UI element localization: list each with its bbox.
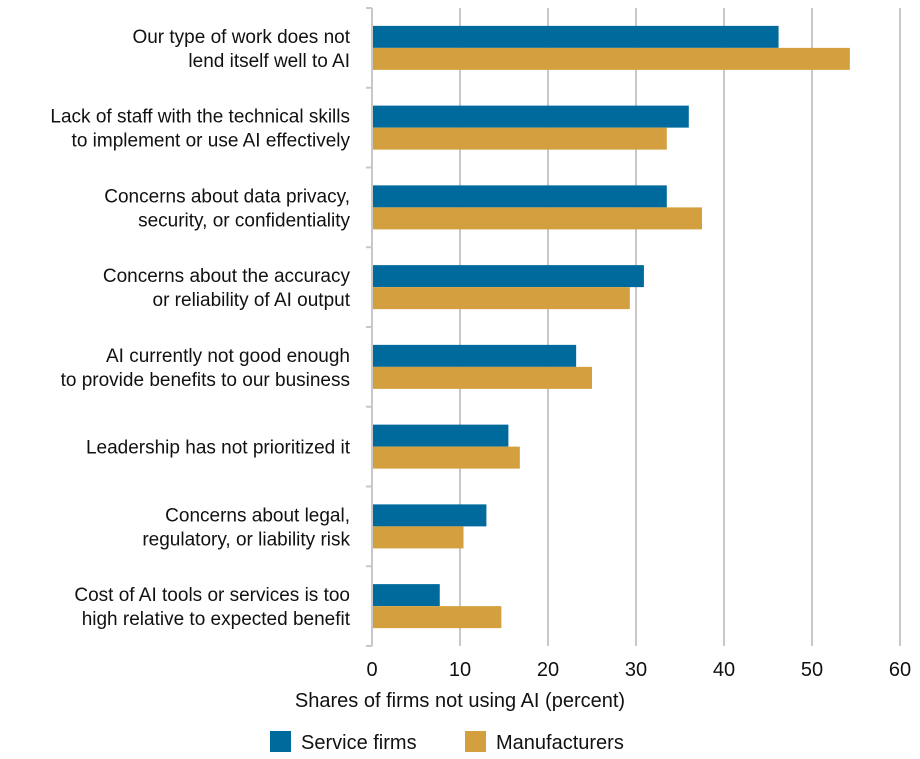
x-tick-label: 60 xyxy=(889,659,911,681)
category-label: Cost of AI tools or services is too xyxy=(74,585,350,606)
bar-manufacturers xyxy=(373,287,630,310)
bar-manufacturers xyxy=(373,127,667,150)
x-tick-label: 10 xyxy=(449,659,471,681)
x-tick-label: 40 xyxy=(713,659,735,681)
bar-manufacturers xyxy=(373,366,592,389)
bar-manufacturers xyxy=(373,526,464,549)
legend-swatch-service-firms xyxy=(270,731,291,752)
bar-service-firms xyxy=(373,344,577,367)
x-tick-label: 30 xyxy=(625,659,647,681)
category-label: Our type of work does not xyxy=(132,27,350,48)
legend-label-manufacturers: Manufacturers xyxy=(496,732,624,754)
bar-manufacturers xyxy=(373,47,850,70)
category-label: to provide benefits to our business xyxy=(61,370,350,391)
category-label: AI currently not good enough xyxy=(106,346,350,367)
category-label: or reliability of AI output xyxy=(153,290,351,311)
category-label: to implement or use AI effectively xyxy=(72,131,351,152)
bar-service-firms xyxy=(373,424,509,447)
x-axis-title: Shares of firms not using AI (percent) xyxy=(295,690,625,712)
bar-service-firms xyxy=(373,584,440,607)
category-label: lend itself well to AI xyxy=(188,51,350,72)
x-tick-label: 0 xyxy=(366,659,377,681)
legend: Service firms Manufacturers xyxy=(270,731,624,754)
category-label: Concerns about legal, xyxy=(165,505,350,526)
bar-service-firms xyxy=(373,25,779,48)
category-label: Lack of staff with the technical skills xyxy=(50,107,350,128)
bar-manufacturers xyxy=(373,606,502,629)
bars xyxy=(373,25,850,629)
bar-service-firms xyxy=(373,504,487,527)
axes xyxy=(366,7,373,647)
x-tick-labels: 0 10 20 30 40 50 60 xyxy=(366,659,911,681)
x-tick-label: 20 xyxy=(537,659,559,681)
category-label: Leadership has not prioritized it xyxy=(86,438,351,459)
legend-label-service-firms: Service firms xyxy=(301,732,417,754)
bar-service-firms xyxy=(373,265,644,288)
bar-service-firms xyxy=(373,185,667,208)
category-labels: Our type of work does not lend itself wel… xyxy=(50,27,350,630)
category-label: security, or confidentiality xyxy=(138,210,350,231)
category-label: high relative to expected benefit xyxy=(82,609,351,630)
x-tick-label: 50 xyxy=(801,659,823,681)
gridlines xyxy=(459,8,901,646)
category-label: Concerns about the accuracy xyxy=(103,266,351,287)
bar-manufacturers xyxy=(373,446,520,469)
legend-swatch-manufacturers xyxy=(465,731,486,752)
bar-service-firms xyxy=(373,105,689,128)
bar-manufacturers xyxy=(373,207,702,230)
category-label: regulatory, or liability risk xyxy=(142,529,350,550)
category-label: Concerns about data privacy, xyxy=(104,186,350,207)
